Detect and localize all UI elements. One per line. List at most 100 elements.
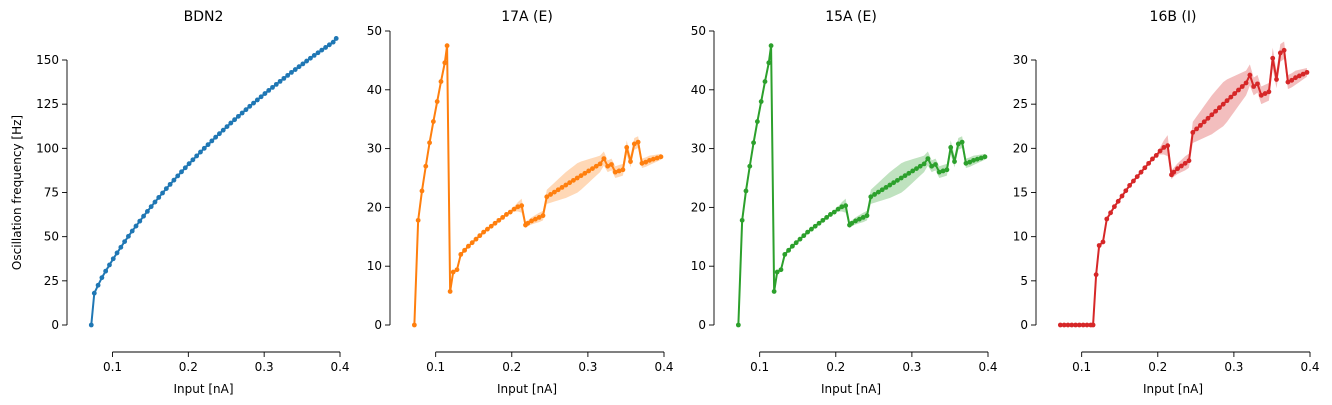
- x-axis-label: Input [nA]: [821, 382, 881, 396]
- data-point: [1258, 92, 1264, 98]
- data-point: [559, 185, 565, 190]
- data-point: [99, 275, 105, 281]
- data-point: [1093, 272, 1099, 278]
- data-point: [1205, 115, 1211, 121]
- x-tick-label: 0.2: [179, 360, 198, 374]
- y-tick-label: 40: [691, 83, 706, 97]
- data-point: [315, 50, 321, 56]
- data-point: [308, 55, 313, 61]
- data-point: [658, 154, 664, 160]
- data-point: [624, 145, 630, 150]
- data-point: [254, 97, 260, 103]
- data-point: [933, 162, 938, 167]
- data-point: [1142, 165, 1148, 171]
- data-point: [582, 170, 588, 176]
- data-point: [179, 169, 184, 175]
- x-tick-label: 0.2: [502, 360, 521, 374]
- data-point: [266, 87, 272, 93]
- data-point: [519, 203, 525, 209]
- data-point: [1190, 130, 1196, 135]
- x-tick-label: 0.1: [426, 360, 445, 374]
- data-point: [224, 124, 230, 129]
- data-point: [1171, 169, 1177, 175]
- data-point: [326, 42, 332, 48]
- y-tick-label: 25: [1013, 97, 1028, 111]
- data-point: [171, 177, 177, 183]
- data-point: [948, 145, 954, 150]
- y-tick-label: 100: [36, 141, 59, 155]
- y-tick-label: 50: [691, 24, 706, 38]
- data-point: [552, 189, 557, 195]
- y-tick-label: 5: [1020, 274, 1028, 288]
- data-point: [548, 192, 553, 197]
- data-point: [793, 240, 799, 246]
- x-tick-label: 0.4: [978, 360, 997, 374]
- data-point: [152, 199, 158, 205]
- data-point: [289, 69, 294, 75]
- data-point: [243, 107, 249, 113]
- data-point: [270, 84, 275, 90]
- data-point: [190, 157, 196, 163]
- data-point: [465, 243, 471, 249]
- data-point: [277, 78, 283, 84]
- data-point: [262, 91, 268, 96]
- data-point: [333, 36, 339, 41]
- data-point: [1232, 91, 1238, 96]
- data-point: [739, 217, 745, 223]
- data-point: [1236, 87, 1241, 93]
- data-point: [963, 160, 969, 166]
- data-point: [1228, 94, 1234, 100]
- data-point: [612, 169, 618, 175]
- data-point: [1165, 143, 1171, 149]
- data-point: [217, 131, 222, 137]
- y-tick-label: 10: [367, 259, 382, 273]
- data-point: [936, 169, 942, 175]
- data-point: [654, 155, 660, 161]
- data-point: [940, 168, 946, 174]
- data-point: [201, 145, 207, 151]
- data-point: [616, 168, 622, 174]
- data-point: [209, 138, 215, 144]
- data-point: [1161, 145, 1167, 150]
- data-point: [574, 175, 580, 181]
- x-tick-label: 0.2: [826, 360, 845, 374]
- data-point: [532, 216, 538, 222]
- y-tick-label: 10: [691, 259, 706, 273]
- subplot-4: 0 5 10 15 20 25 30 0.1 0.2 0.3 0.4 16B (I) Input [nA…: [1013, 9, 1320, 396]
- y-tick-label: 30: [367, 142, 382, 156]
- data-point: [1255, 81, 1260, 87]
- data-point: [507, 209, 513, 215]
- data-point: [442, 60, 448, 66]
- y-tick-label: 30: [1013, 53, 1028, 67]
- data-point: [906, 170, 912, 176]
- y-tick-label: 20: [367, 200, 382, 214]
- data-point: [1073, 322, 1078, 328]
- data-point: [114, 250, 120, 256]
- data-point: [925, 156, 931, 162]
- data-point: [1217, 105, 1222, 111]
- data-point: [1266, 89, 1272, 95]
- data-point: [492, 220, 498, 226]
- data-point: [481, 229, 487, 235]
- y-tick-label: 125: [36, 97, 59, 111]
- data-point: [450, 269, 456, 275]
- data-point: [1115, 198, 1121, 204]
- data-point: [843, 203, 849, 209]
- data-point: [835, 206, 841, 212]
- series-line: [737, 44, 986, 326]
- data-point: [959, 139, 965, 145]
- data-point: [812, 223, 818, 229]
- data-point: [529, 218, 534, 224]
- data-point: [1157, 148, 1163, 154]
- data-point: [891, 180, 897, 186]
- data-point: [1274, 77, 1279, 82]
- data-point: [232, 117, 237, 123]
- data-point: [902, 173, 908, 179]
- x-axis-label: Input [nA]: [497, 382, 557, 396]
- data-point: [182, 165, 188, 171]
- data-point: [1123, 188, 1129, 194]
- y-tick-label: 0: [698, 318, 706, 332]
- data-point: [247, 103, 253, 109]
- data-point: [910, 168, 916, 174]
- data-point: [1194, 126, 1199, 132]
